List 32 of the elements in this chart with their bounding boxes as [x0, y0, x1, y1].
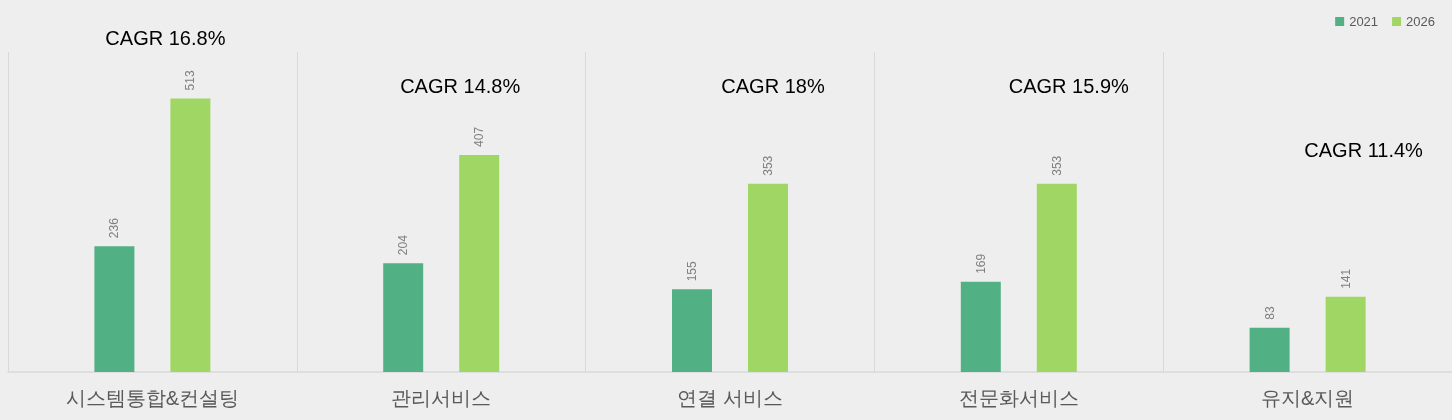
data-label: 236 [107, 217, 122, 239]
text: CAGR 15.9% [1008, 75, 1130, 97]
bar [94, 246, 135, 372]
data-label: 513 [183, 70, 198, 91]
x-tick-label: 연결 서비스 [677, 387, 783, 409]
text: CAGR 14.8% [400, 75, 521, 97]
bar [170, 98, 211, 372]
bar [960, 281, 1001, 372]
bar [748, 183, 788, 372]
annotation: CAGR 11.4% [1304, 139, 1424, 161]
data-label: 353 [1049, 155, 1064, 176]
data-label: 169 [973, 253, 988, 274]
x-tick-label: 유지&지원 [1260, 387, 1355, 409]
legend-label: 2026 [1406, 14, 1435, 29]
text: CAGR 16.8% [105, 27, 226, 49]
data-label: 204 [396, 234, 411, 256]
x-tick-label: 시스템통합&컨설팅 [65, 387, 240, 409]
bar [1036, 183, 1077, 372]
x-tick-label: 전문화서비스 [958, 387, 1079, 409]
bar [1249, 327, 1290, 372]
bar [459, 154, 500, 372]
data-label: 83 [1262, 306, 1277, 320]
bar [383, 263, 424, 372]
data-label: 155 [685, 260, 699, 282]
x-tick-label: 관리서비스 [391, 387, 492, 409]
data-label: 353 [761, 155, 775, 176]
data-label: 407 [472, 126, 487, 147]
text: CAGR 18% [721, 75, 825, 97]
bar [672, 289, 712, 372]
legend-label: 2021 [1349, 14, 1379, 29]
data-label: 141 [1338, 268, 1353, 289]
bar [1325, 296, 1366, 372]
